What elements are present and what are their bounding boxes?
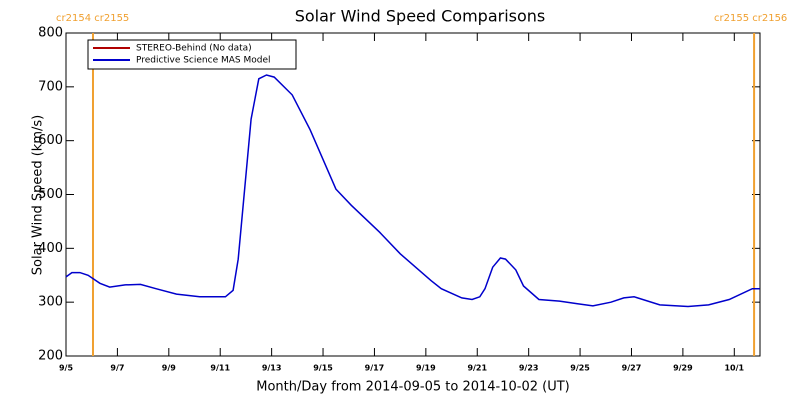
- x-tick-label: 9/5: [59, 364, 73, 373]
- y-tick-label: 500: [38, 187, 63, 202]
- legend-label: Predictive Science MAS Model: [136, 56, 271, 66]
- x-tick-label: 9/17: [365, 364, 385, 373]
- y-tick-label: 200: [38, 349, 63, 364]
- x-tick-label: 9/13: [262, 364, 282, 373]
- y-tick-label: 300: [38, 295, 63, 310]
- x-tick-label: 9/7: [110, 364, 124, 373]
- marker-label: cr2154 cr2155: [56, 13, 129, 24]
- x-tick-label: 9/23: [519, 364, 539, 373]
- y-tick-label: 600: [38, 133, 63, 148]
- x-tick-label: 9/15: [313, 364, 333, 373]
- legend-box: [87, 39, 297, 70]
- x-tick-label: 9/11: [210, 364, 230, 373]
- x-tick-label: 9/25: [570, 364, 590, 373]
- y-tick-label: 800: [38, 26, 63, 41]
- plot-frame: [65, 32, 761, 357]
- y-tick-label: 400: [38, 241, 63, 256]
- y-tick-label: 700: [38, 79, 63, 94]
- x-tick-label: 9/21: [467, 364, 487, 373]
- series-line: [65, 74, 760, 308]
- legend-label: STEREO-Behind (No data): [136, 44, 252, 54]
- marker-label: cr2155 cr2156: [714, 13, 787, 24]
- y-axis-label: Solar Wind Speed (km/s): [31, 115, 46, 275]
- x-tick-label: 9/29: [673, 364, 693, 373]
- x-tick-label: 9/19: [416, 364, 436, 373]
- x-tick-label: 9/9: [162, 364, 176, 373]
- x-axis-label: Month/Day from 2014-09-05 to 2014-10-02 …: [256, 380, 569, 395]
- x-tick-label: 10/1: [724, 364, 744, 373]
- chart-title: Solar Wind Speed Comparisons: [295, 7, 546, 26]
- x-tick-label: 9/27: [622, 364, 642, 373]
